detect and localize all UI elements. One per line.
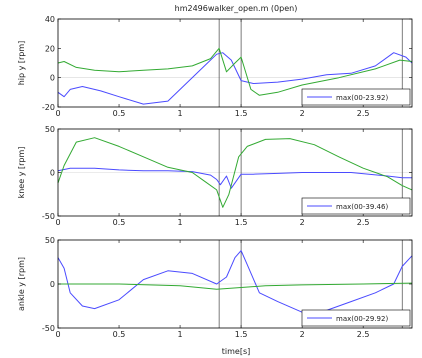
legend-box — [301, 309, 411, 327]
series-line-2 — [58, 282, 413, 290]
series-line-2 — [57, 137, 413, 208]
legend-label: max(00-29.92) — [336, 315, 388, 323]
x-tick-label: 2 — [300, 218, 305, 227]
legend: max(00-23.92) — [301, 88, 411, 106]
legend-label: max(00-23.92) — [336, 94, 388, 102]
x-tick-label: 2 — [300, 330, 305, 339]
y-axis-label: ankle y [rpm] — [17, 257, 26, 311]
y-tick-label: 0 — [50, 169, 55, 178]
y-tick-label: 0 — [50, 280, 55, 289]
y-tick-label: 50 — [45, 125, 55, 134]
x-tick-label: 0.5 — [113, 218, 126, 227]
x-tick-label: 2.5 — [357, 109, 370, 118]
x-tick-label: 0 — [55, 330, 60, 339]
axes-frame — [57, 18, 413, 108]
y-tick-label: 50 — [45, 236, 55, 245]
legend: max(00-39.46) — [301, 197, 411, 215]
x-tick-label: 0.5 — [113, 330, 126, 339]
y-tick-label: 40 — [45, 15, 55, 24]
legend-label: max(00-39.46) — [336, 203, 388, 211]
y-axis-label: knee y [rpm] — [17, 147, 26, 199]
y-tick-label: -50 — [42, 212, 55, 221]
x-tick-label: 1 — [178, 330, 183, 339]
x-tick-label: 2.5 — [357, 330, 370, 339]
series-line-1 — [57, 250, 413, 313]
series-line-1 — [57, 52, 413, 105]
x-tick-label: 2.5 — [357, 218, 370, 227]
x-tick-label: 1 — [178, 218, 183, 227]
x-tick-label: 0 — [55, 109, 60, 118]
x-axis-label: time[s] — [222, 347, 250, 356]
y-tick-label: 0 — [50, 74, 55, 83]
x-tick-label: 1.5 — [235, 218, 248, 227]
series-line-1 — [57, 167, 412, 189]
legend: max(00-29.92) — [301, 309, 411, 327]
y-tick-label: -50 — [42, 324, 55, 333]
series-line-2 — [57, 47, 413, 96]
x-tick-label: 2 — [300, 109, 305, 118]
x-tick-label: 1.5 — [235, 109, 248, 118]
x-tick-label: 1 — [178, 109, 183, 118]
y-tick-label: -20 — [42, 103, 55, 112]
legend-box — [301, 88, 411, 106]
x-tick-label: 0.5 — [113, 109, 126, 118]
chart-title: hm2496walker_open.m (0pen) — [175, 4, 298, 13]
legend-box — [301, 197, 411, 215]
x-tick-label: 1.5 — [235, 330, 248, 339]
x-tick-label: 0 — [55, 218, 60, 227]
y-tick-label: 20 — [45, 44, 55, 53]
y-axis-label: hip y [rpm] — [17, 41, 26, 86]
